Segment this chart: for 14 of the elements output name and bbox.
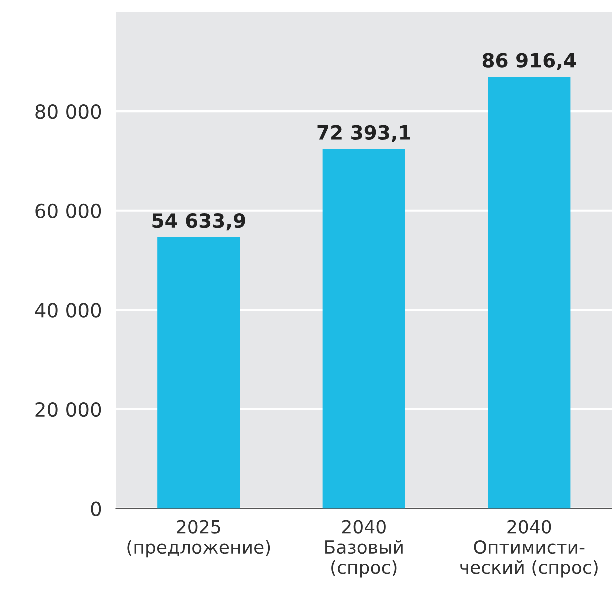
y-tick-label: 40 000 <box>35 303 102 318</box>
y-tick-label: 20 000 <box>36 402 102 418</box>
x-tick-label: 2040 Базовый (спрос) <box>326 520 403 578</box>
bar <box>488 77 571 509</box>
x-tick-label: 2025 (предложение) <box>128 520 270 558</box>
data-label: 86 916,4 <box>482 53 576 70</box>
data-label: 72 393,1 <box>318 125 410 142</box>
y-tick-label: 60 000 <box>36 204 102 219</box>
x-tick-label: 2040 Оптимисти- ческий (спрос) <box>460 520 598 578</box>
data-label: 54 633,9 <box>152 213 246 231</box>
y-tick-label: 80 000 <box>36 104 102 120</box>
y-tick-label: 0 <box>91 502 102 516</box>
bar <box>158 238 240 509</box>
bar <box>322 149 406 509</box>
